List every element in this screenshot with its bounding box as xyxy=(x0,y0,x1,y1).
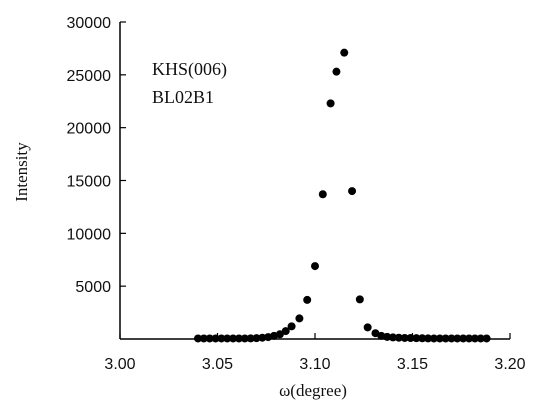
data-point xyxy=(211,334,220,343)
data-point xyxy=(340,48,349,57)
x-tick-label: 3.05 xyxy=(202,356,233,373)
data-point xyxy=(194,334,202,343)
y-ticks: 5000 10000 15000 20000 25000 30000 xyxy=(67,15,126,296)
data-point xyxy=(363,323,372,332)
data-point xyxy=(400,333,409,342)
data-point xyxy=(412,334,421,343)
data-point xyxy=(394,333,403,342)
y-tick-label: 20000 xyxy=(67,121,112,138)
data-point xyxy=(275,330,284,339)
data-point xyxy=(453,334,462,343)
data-point xyxy=(389,333,397,342)
data-point xyxy=(418,334,427,343)
data-point xyxy=(429,334,438,343)
data-point xyxy=(258,333,267,342)
x-tick-label: 3.15 xyxy=(397,356,428,373)
y-tick-label: 15000 xyxy=(67,174,112,191)
data-point xyxy=(482,334,491,343)
data-point xyxy=(348,187,357,196)
data-point xyxy=(295,314,304,323)
data-point xyxy=(240,334,249,343)
data-point xyxy=(332,67,341,76)
data-point xyxy=(303,295,312,304)
data-point xyxy=(217,334,226,343)
data-point xyxy=(311,262,319,271)
y-tick-label: 10000 xyxy=(67,226,112,243)
data-point xyxy=(470,334,479,343)
x-tick-label: 3.10 xyxy=(299,356,330,373)
data-points xyxy=(194,48,491,343)
x-axis-title: ω(degree) xyxy=(279,381,347,400)
data-point xyxy=(229,334,238,343)
y-tick-label: 25000 xyxy=(67,68,112,85)
data-point xyxy=(406,334,415,343)
annotation-sample: KHS(006) xyxy=(152,59,227,80)
x-ticks: 3.00 3.05 3.10 3.15 3.20 xyxy=(104,333,526,373)
x-tick-label: 3.00 xyxy=(104,356,135,373)
data-point xyxy=(465,334,474,343)
data-point xyxy=(383,332,392,341)
data-point xyxy=(435,334,444,343)
data-point xyxy=(326,99,335,108)
data-point xyxy=(355,295,364,304)
data-point xyxy=(441,334,450,343)
data-point xyxy=(281,327,290,336)
data-point xyxy=(459,334,468,343)
data-point xyxy=(223,334,232,343)
x-tick-label: 3.20 xyxy=(494,356,525,373)
data-point xyxy=(234,334,243,343)
data-point xyxy=(205,334,214,343)
data-point xyxy=(199,334,208,343)
y-axis-title: Intensity xyxy=(12,142,31,202)
data-point xyxy=(287,322,296,331)
data-point xyxy=(476,334,485,343)
data-point xyxy=(424,334,433,343)
y-tick-label: 5000 xyxy=(75,279,111,296)
data-point xyxy=(318,190,327,199)
data-point xyxy=(246,334,255,343)
data-point xyxy=(447,334,456,343)
data-point xyxy=(252,334,261,343)
annotation-beamline: BL02B1 xyxy=(152,87,214,107)
y-tick-label: 30000 xyxy=(67,15,112,32)
